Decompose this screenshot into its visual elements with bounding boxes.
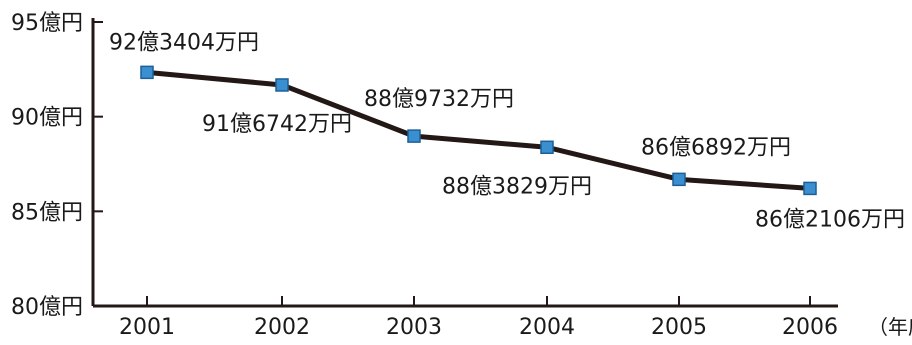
x-tick-label-3: 2004 <box>519 315 575 340</box>
data-point-2004 <box>540 140 554 155</box>
x-tick-label-5: 2006 <box>782 315 838 340</box>
series-line <box>144 69 813 191</box>
x-unit-label: （年度） <box>868 315 912 339</box>
data-point-2003 <box>407 129 421 143</box>
y-tick-label-0: 95億円 <box>11 11 83 36</box>
data-markers <box>140 65 817 196</box>
data-point-2002 <box>275 78 289 92</box>
axes: 95億円 90億円 85億円 80億円 2001 2002 2003 2004 2005 2006… <box>11 11 912 340</box>
data-point-2001 <box>140 65 154 80</box>
x-tick-label-4: 2005 <box>651 315 707 340</box>
x-tick-label-0: 2001 <box>119 315 175 340</box>
data-point-2006 <box>803 181 817 196</box>
data-label-2005: 86億6892万円 <box>641 135 791 160</box>
data-label-2006: 86億2106万円 <box>755 207 905 232</box>
x-tick-label-1: 2002 <box>254 315 310 340</box>
series-line-layer <box>144 69 813 191</box>
y-tick-label-3: 80億円 <box>11 295 83 320</box>
data-point-2005 <box>672 172 686 187</box>
y-tick-label-1: 90億円 <box>11 106 83 131</box>
data-label-2003: 88億9732万円 <box>364 87 514 112</box>
x-tick-label-2: 2003 <box>386 315 442 340</box>
data-label-2001: 92億3404万円 <box>109 30 259 55</box>
data-label-2004: 88億3829万円 <box>442 174 592 199</box>
data-labels: 92億3404万円 91億6742万円 88億9732万円 88億3829万円 86億6… <box>109 30 905 232</box>
data-label-2002: 91億6742万円 <box>202 112 352 137</box>
y-tick-label-2: 85億円 <box>11 200 83 225</box>
